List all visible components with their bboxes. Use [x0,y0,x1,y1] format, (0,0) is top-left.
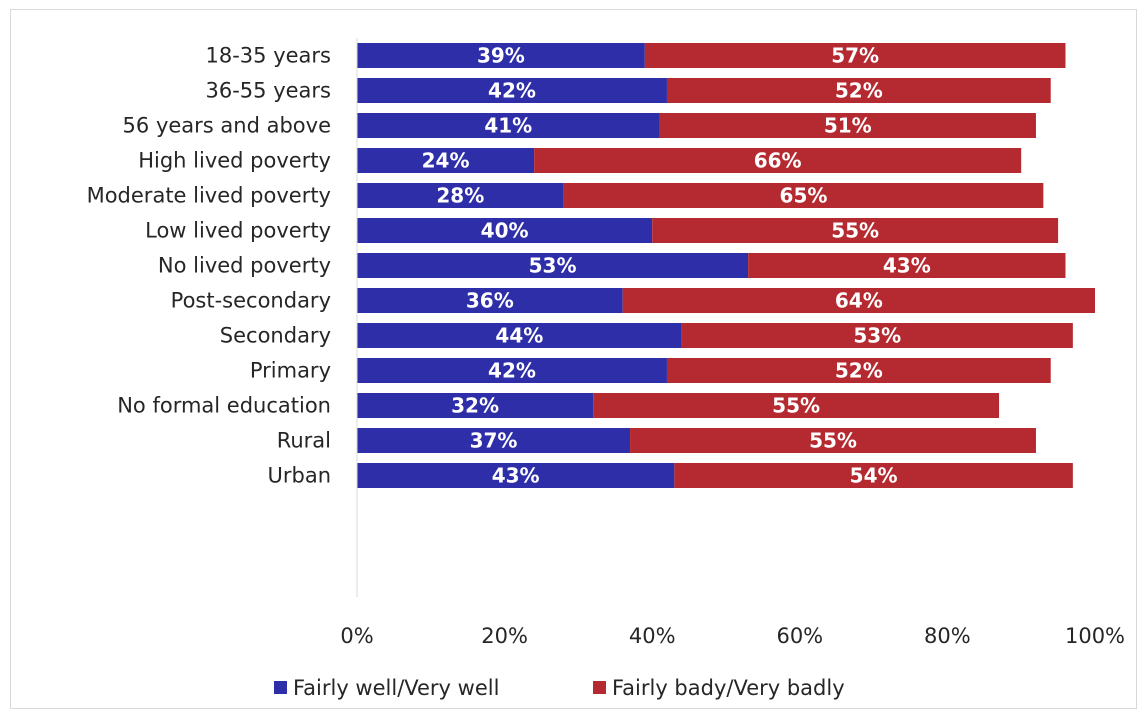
category-labels: 18-35 years 36-55 years 56 years and above… [87,44,331,488]
category-label-primary: Primary [250,359,331,383]
data-label-36-55-years-well: 42% [488,79,536,103]
legend-swatch-well [274,681,287,694]
category-label-post-secondary: Post-secondary [171,289,331,313]
category-label-urban: Urban [267,464,331,488]
bars-layer: 39% 57% 42% 52% 41% 51% 24% 66% 28% 65% 40% 55% 53% 4… [357,43,1095,488]
category-label-no-formal-education: No formal education [117,394,331,418]
category-label-low-lived-poverty: Low lived poverty [145,219,331,243]
x-tick-label-0: 0% [340,624,373,648]
data-label-no-lived-poverty-badly: 43% [883,254,931,278]
data-label-post-secondary-badly: 64% [835,289,883,313]
data-label-moderate-lived-poverty-well: 28% [436,184,484,208]
legend-swatch-badly [593,681,606,694]
data-label-rural-well: 37% [470,429,518,453]
x-axis-tick-labels: 0% 20% 40% 60% 80% 100% [340,624,1125,648]
data-label-urban-badly: 54% [850,464,898,488]
data-label-post-secondary-well: 36% [466,289,514,313]
data-label-18-35-years-badly: 57% [831,44,879,68]
data-label-36-55-years-badly: 52% [835,79,883,103]
category-label-moderate-lived-poverty: Moderate lived poverty [87,184,331,208]
x-tick-label-3: 60% [776,624,823,648]
data-label-56-years-and-above-badly: 51% [824,114,872,138]
category-label-high-lived-poverty: High lived poverty [138,149,331,173]
data-label-high-lived-poverty-well: 24% [422,149,470,173]
category-label-56-years-and-above: 56 years and above [123,114,331,138]
data-label-no-formal-education-well: 32% [451,394,499,418]
category-label-18-35-years: 18-35 years [206,44,332,68]
category-label-36-55-years: 36-55 years [206,79,332,103]
x-tick-label-4: 80% [924,624,971,648]
category-label-rural: Rural [277,429,331,453]
x-tick-label-5: 100% [1065,624,1125,648]
data-label-primary-well: 42% [488,359,536,383]
data-label-secondary-well: 44% [495,324,543,348]
legend-label-well: Fairly well/Very well [293,676,499,700]
legend: Fairly well/Very well Fairly bady/Very ba… [274,676,845,700]
data-label-low-lived-poverty-badly: 55% [831,219,879,243]
data-label-secondary-badly: 53% [853,324,901,348]
data-label-primary-badly: 52% [835,359,883,383]
category-label-secondary: Secondary [220,324,331,348]
data-label-no-lived-poverty-well: 53% [529,254,577,278]
x-tick-label-1: 20% [481,624,528,648]
data-label-low-lived-poverty-well: 40% [481,219,529,243]
legend-label-badly: Fairly bady/Very badly [612,676,845,700]
data-label-18-35-years-well: 39% [477,44,525,68]
data-label-rural-badly: 55% [809,429,857,453]
data-label-56-years-and-above-well: 41% [484,114,532,138]
data-label-moderate-lived-poverty-badly: 65% [780,184,828,208]
category-label-no-lived-poverty: No lived poverty [158,254,331,278]
data-label-no-formal-education-badly: 55% [772,394,820,418]
data-label-high-lived-poverty-badly: 66% [754,149,802,173]
data-label-urban-well: 43% [492,464,540,488]
x-tick-label-2: 40% [629,624,676,648]
